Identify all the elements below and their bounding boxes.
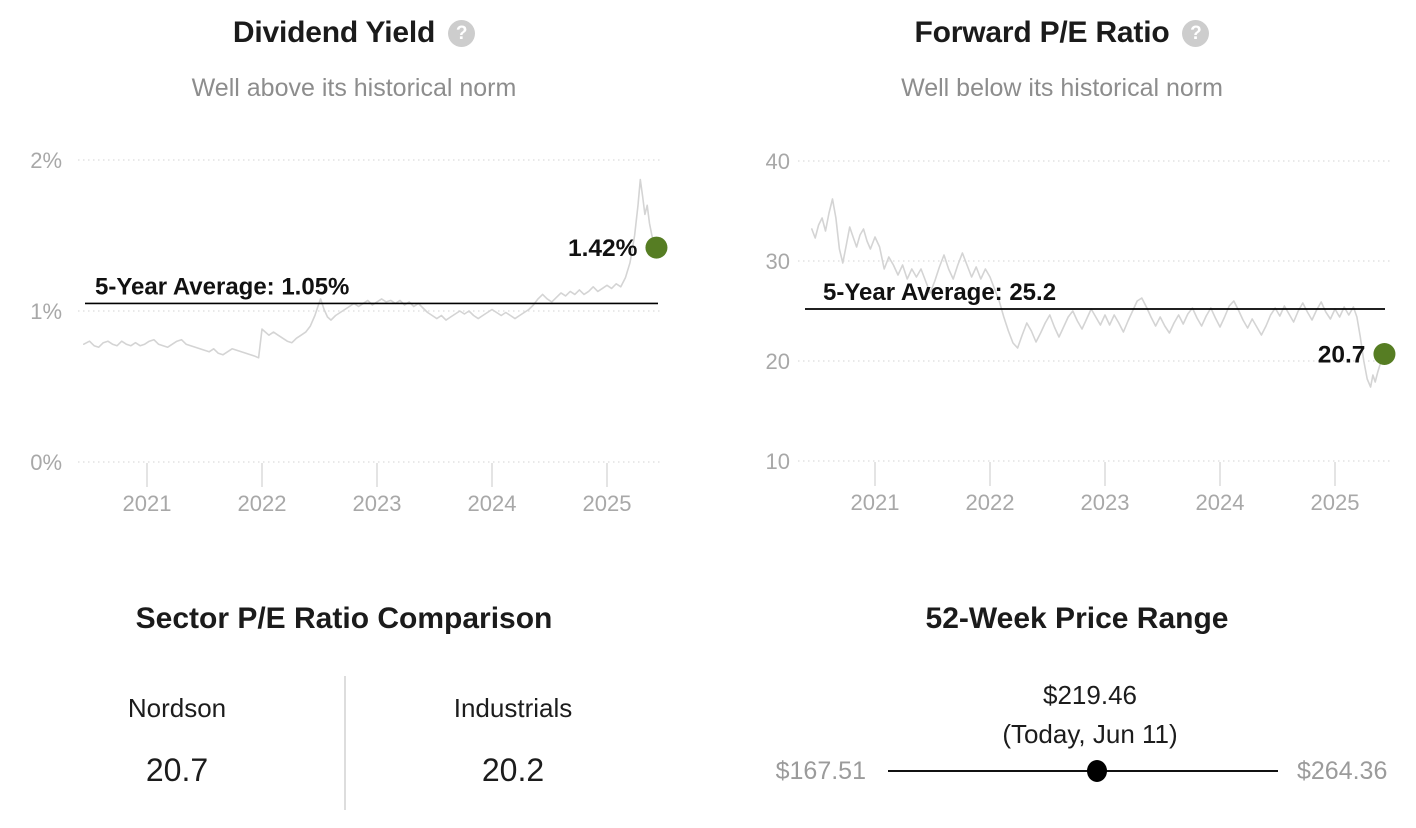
x-axis-tick-label: 2023 — [1081, 490, 1130, 515]
series-line — [83, 178, 658, 359]
price-range-title: 52-Week Price Range — [925, 602, 1229, 635]
sector-name: Industrials — [453, 693, 573, 723]
average-line-label: 5-Year Average: 1.05% — [95, 273, 349, 300]
sector-comparison-sector-column: Industrials 20.2 — [393, 692, 633, 788]
company-name: Nordson — [127, 693, 227, 723]
y-axis-tick-label: 40 — [766, 149, 790, 174]
company-pe-value: 20.7 — [145, 752, 209, 788]
x-axis-tick-label: 2022 — [238, 491, 287, 516]
x-axis-tick-label: 2021 — [123, 491, 172, 516]
current-price: $219.46 — [1043, 680, 1137, 710]
x-axis-tick-label: 2023 — [353, 491, 402, 516]
y-axis-tick-label: 1% — [30, 299, 62, 324]
x-axis-tick-label: 2024 — [468, 491, 517, 516]
forward-pe-header: Forward P/E Ratio ? — [708, 16, 1416, 50]
average-line-label: 5-Year Average: 25.2 — [823, 279, 1056, 306]
panel-sector-comparison: Sector P/E Ratio Comparison Nordson 20.7… — [0, 580, 708, 828]
x-axis-tick-label: 2025 — [1311, 490, 1360, 515]
current-price-date: (Today, Jun 11) — [1002, 719, 1178, 749]
panel-price-range: 52-Week Price Range $219.46 (Today, Jun … — [708, 580, 1416, 828]
dividend-yield-subtitle: Well above its historical norm — [191, 74, 517, 102]
x-axis-tick-label: 2025 — [583, 491, 632, 516]
sector-comparison-title: Sector P/E Ratio Comparison — [135, 602, 553, 635]
price-range-handle[interactable] — [1087, 760, 1108, 782]
y-axis-tick-label: 30 — [766, 249, 790, 274]
sector-comparison-company-column: Nordson 20.7 — [57, 692, 297, 788]
sector-pe-value: 20.2 — [481, 752, 545, 788]
dividend-yield-chart: 0% 1% 2% 2021 2022 2023 2024 2025 5-Year Average… — [30, 148, 668, 516]
forward-pe-chart: 10 20 30 40 2021 2022 2023 2024 2025 5-Year Avera… — [766, 149, 1396, 515]
dividend-yield-title: Dividend Yield — [232, 16, 436, 49]
price-range-low: $167.51 — [775, 757, 866, 785]
panel-dividend-yield: Dividend Yield ? Well above its historic… — [0, 0, 708, 560]
x-axis-tick-label: 2024 — [1196, 490, 1245, 515]
dividend-yield-header: Dividend Yield ? — [0, 16, 708, 50]
vertical-divider — [344, 676, 346, 810]
current-value-marker — [1373, 343, 1396, 365]
help-icon[interactable]: ? — [1182, 19, 1210, 47]
question-mark-glyph: ? — [455, 22, 468, 44]
panel-forward-pe: Forward P/E Ratio ? Well below its histo… — [708, 0, 1416, 560]
y-axis-tick-label: 10 — [766, 449, 790, 474]
price-range-high: $264.36 — [1297, 757, 1388, 785]
price-range-track — [888, 770, 1278, 772]
current-value-label: 20.7 — [1318, 342, 1366, 369]
series-line — [811, 198, 1386, 388]
y-axis-tick-label: 2% — [30, 148, 62, 173]
forward-pe-title: Forward P/E Ratio — [914, 16, 1170, 49]
y-axis-tick-label: 20 — [766, 349, 790, 374]
question-mark-glyph: ? — [1190, 22, 1202, 44]
x-axis-tick-label: 2021 — [851, 490, 900, 515]
y-axis-tick-label: 0% — [30, 450, 62, 475]
help-icon[interactable]: ? — [448, 19, 476, 47]
forward-pe-subtitle: Well below its historical norm — [901, 74, 1223, 102]
current-value-label: 1.42% — [568, 235, 638, 262]
current-price-block: $219.46 (Today, Jun 11) — [708, 676, 1416, 754]
price-range-slider — [888, 758, 1278, 784]
current-value-marker — [645, 236, 668, 259]
x-axis-tick-label: 2022 — [966, 490, 1015, 515]
